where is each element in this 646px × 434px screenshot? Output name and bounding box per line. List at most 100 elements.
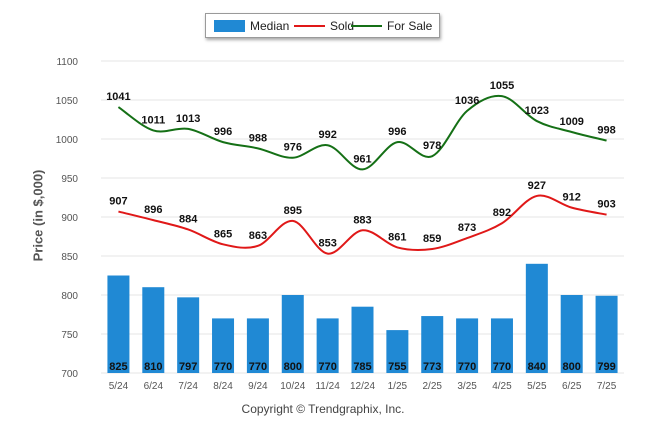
y-tick-label: 850 [61,252,78,263]
median-bar-value: 800 [284,361,302,373]
x-tick-label: 2/25 [422,381,442,392]
median-bar [281,295,304,373]
legend-item-for-sale[interactable]: For Sale [351,14,432,37]
median-bar-value: 840 [528,361,546,373]
median-bar-value: 810 [144,361,162,373]
x-tick-label: 1/25 [388,381,408,392]
for-sale-line [117,94,607,171]
x-tick-label: 7/24 [178,381,198,392]
for-sale-point-label: 978 [423,140,441,152]
sold-point-label: 927 [528,180,546,192]
y-tick-label: 1050 [56,96,79,107]
x-tick-label: 10/24 [280,381,305,392]
legend: Median Sold For Sale [205,13,440,38]
legend-swatch-for-sale [351,24,382,27]
sold-line [118,194,607,255]
for-sale-point-label: 976 [284,142,302,154]
y-tick-label: 750 [61,330,78,341]
sold-point-label: 903 [597,199,615,211]
legend-item-median[interactable]: Median [214,14,289,37]
x-tick-label: 6/24 [144,381,164,392]
median-bar-value: 770 [249,361,267,373]
median-bar-value: 770 [493,361,511,373]
median-bar [142,287,165,373]
for-sale-point-label: 1011 [141,114,165,126]
x-tick-label: 6/25 [562,381,582,392]
median-bar-value: 770 [318,361,336,373]
for-sale-point-label: 1023 [525,105,549,117]
x-tick-label: 9/24 [248,381,268,392]
line-point-labels: 907 896 884 865 863 895 853 883 861 859 873 892 927 9… [106,80,616,250]
median-bar-value: 785 [353,361,371,373]
y-axis-ticks: 700 750 800 850 900 950 1000 1050 1100 [56,57,79,380]
sold-point-label: 896 [144,204,162,216]
sold-point-label: 861 [388,231,406,243]
median-bar-value: 773 [423,361,441,373]
for-sale-point-label: 988 [249,132,267,144]
median-bar [177,297,200,373]
x-axis-ticks: 5/24 6/24 7/24 8/24 9/24 10/24 11/24 12/24 1/25 2… [109,381,617,392]
for-sale-point-label: 1036 [455,95,479,107]
sold-point-label: 883 [353,214,371,226]
sold-point-label: 912 [563,192,581,204]
y-tick-label: 800 [61,291,78,302]
sold-point-label: 884 [179,213,198,225]
median-bar [386,330,409,373]
y-tick-label: 700 [61,369,78,380]
for-sale-point-label: 998 [597,125,615,137]
for-sale-point-label: 1041 [106,91,130,103]
y-tick-label: 1100 [56,57,78,68]
median-bar [490,318,513,373]
for-sale-point-label: 996 [388,126,406,138]
x-tick-label: 12/24 [350,381,375,392]
median-bar [560,295,583,373]
median-bar-value: 770 [214,361,232,373]
median-bar-value: 770 [458,361,476,373]
for-sale-point-label: 961 [353,153,371,165]
y-tick-label: 950 [61,174,78,185]
median-bar [316,318,339,373]
legend-item-sold[interactable]: Sold [294,14,354,37]
sold-point-label: 865 [214,228,232,240]
median-bar [212,318,235,373]
x-tick-label: 7/25 [597,381,617,392]
y-tick-label: 1000 [56,135,79,146]
median-bar [107,275,130,373]
sold-point-label: 853 [318,238,336,250]
sold-point-label: 907 [109,196,127,208]
legend-label-for-sale: For Sale [387,18,433,33]
sold-point-label: 892 [493,207,511,219]
x-tick-label: 4/25 [492,381,512,392]
sold-point-label: 859 [423,233,441,245]
median-bar-value: 825 [109,361,127,373]
median-bars [107,263,618,373]
legend-swatch-sold [294,24,325,27]
for-sale-point-label: 996 [214,126,232,138]
for-sale-point-label: 1013 [176,113,200,125]
sold-point-label: 863 [249,230,267,242]
line-series [117,94,607,255]
median-bar-value: 800 [563,361,581,373]
y-tick-label: 900 [61,213,78,224]
for-sale-point-label: 1055 [490,80,514,92]
legend-label-sold: Sold [330,18,355,33]
median-bar-labels: 825 810 797 770 770 800 770 785 755 773 770 770 840 8… [109,361,615,373]
x-tick-label: 8/24 [213,381,233,392]
median-bar [246,318,269,373]
x-tick-label: 11/24 [315,381,340,392]
median-bar [421,316,444,373]
x-tick-label: 3/25 [457,381,477,392]
legend-label-median: Median [250,18,290,33]
median-bar [351,306,374,373]
sold-point-label: 895 [284,205,302,217]
median-bar [456,318,479,373]
x-tick-label: 5/24 [109,381,129,392]
median-bar [595,295,618,373]
for-sale-point-label: 1009 [559,116,583,128]
for-sale-point-label: 992 [318,129,336,141]
median-bar [525,263,548,373]
median-bar-value: 755 [388,361,406,373]
sold-point-label: 873 [458,222,476,234]
copyright-text: Copyright © Trendgraphix, Inc. [241,402,405,416]
